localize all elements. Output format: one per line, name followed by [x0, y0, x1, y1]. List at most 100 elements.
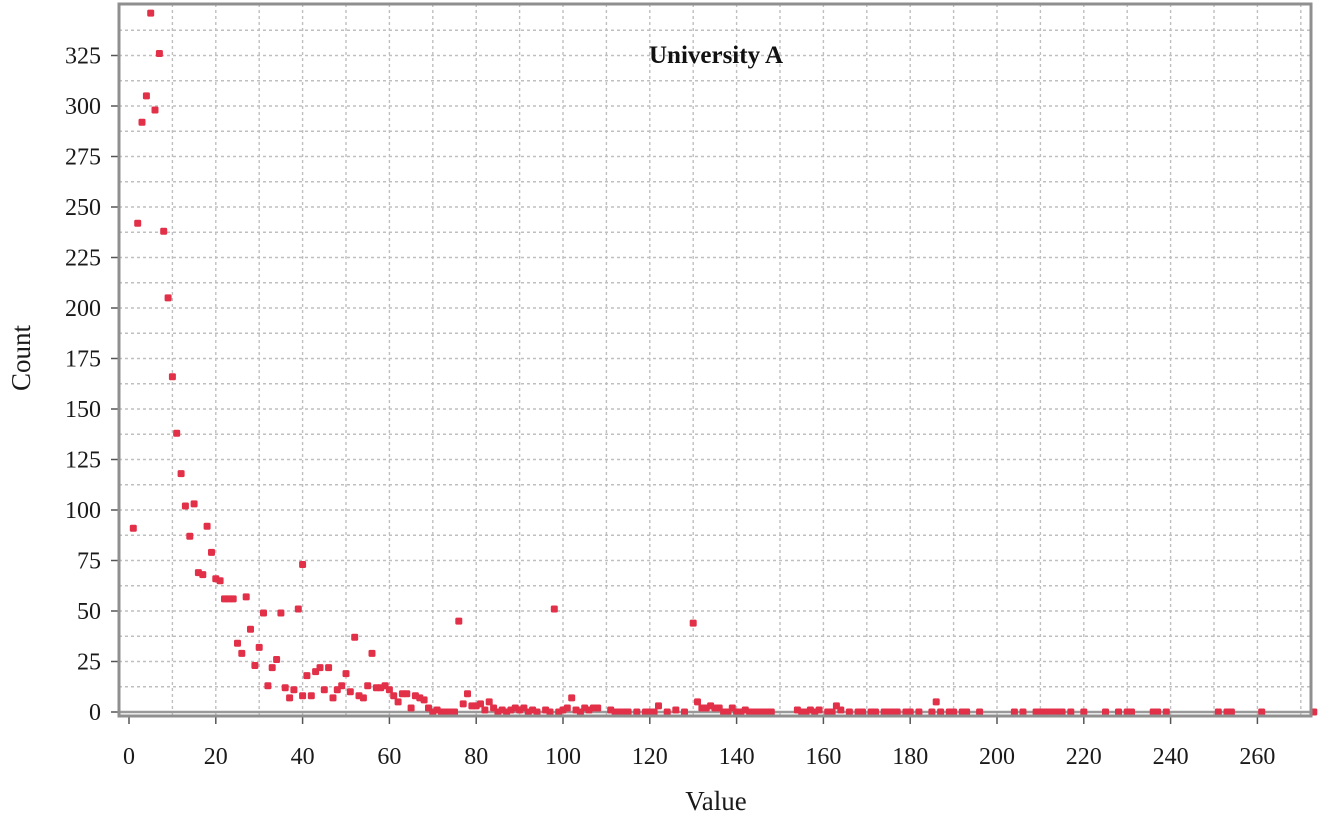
scatter-point — [485, 698, 493, 706]
scatter-point — [403, 690, 411, 698]
x-tick-label: 80 — [464, 744, 488, 770]
scatter-point — [928, 708, 936, 716]
scatter-point — [950, 708, 958, 716]
scatter-point — [550, 605, 558, 613]
x-tick-label: 180 — [892, 744, 928, 770]
scatter-point — [963, 708, 971, 716]
scatter-point — [251, 662, 259, 669]
scatter-point — [294, 605, 302, 613]
scatter-point — [229, 595, 237, 603]
x-tick-label: 200 — [979, 744, 1015, 770]
x-tick-label: 160 — [805, 744, 841, 770]
scatter-point — [129, 524, 137, 532]
x-tick-label: 260 — [1239, 744, 1275, 770]
scatter-point — [815, 706, 823, 714]
scatter-point — [481, 706, 489, 714]
x-axis-title: Value — [685, 786, 746, 816]
scatter-point — [1154, 708, 1162, 716]
x-axis-ticks: 0 20 40 60 80 100 120 140 160 180 200 220 240 260 — [123, 716, 1275, 770]
y-tick-label: 250 — [65, 195, 101, 221]
plot-frame — [117, 2, 1313, 718]
scatter-point — [320, 686, 328, 694]
scatter-point — [976, 708, 984, 716]
scatter-point — [624, 708, 632, 716]
scatter-point — [893, 708, 901, 716]
scatter-point — [307, 692, 315, 700]
scatter-point — [346, 688, 354, 696]
scatter-point — [351, 633, 359, 641]
x-tick-label: 20 — [204, 744, 228, 770]
scatter-point — [177, 470, 185, 478]
scatter-point — [299, 692, 307, 700]
scatter-point — [364, 682, 372, 690]
scatter-point — [1214, 708, 1222, 716]
scatter-point — [859, 708, 866, 716]
scatter-point — [477, 700, 484, 708]
scatter-point — [1227, 708, 1235, 716]
y-tick-label: 225 — [65, 246, 101, 272]
scatter-point — [689, 619, 697, 627]
gridlines — [119, 4, 1311, 716]
y-tick-label: 300 — [65, 94, 101, 120]
scatter-point — [1115, 708, 1122, 716]
x-tick-label: 100 — [545, 744, 581, 770]
scatter-point — [238, 649, 246, 657]
scatter-point — [451, 708, 458, 716]
scatter-point — [186, 532, 194, 540]
scatter-point — [151, 106, 159, 114]
scatter-point — [681, 708, 688, 716]
scatter-point — [325, 664, 333, 672]
scatter-point — [264, 682, 272, 690]
scatter-point — [160, 227, 168, 235]
scatter-point — [385, 686, 393, 694]
scatter-point — [533, 708, 541, 716]
scatter-point — [937, 708, 945, 716]
scatter-point — [932, 698, 940, 706]
y-tick-label: 325 — [65, 44, 101, 70]
scatter-point — [164, 294, 172, 302]
y-tick-label: 50 — [77, 599, 101, 625]
scatter-point — [915, 708, 923, 716]
scatter-point — [342, 670, 350, 678]
scatter-point — [273, 656, 281, 663]
y-axis-title: Count — [6, 324, 36, 391]
scatter-point — [281, 684, 289, 692]
scatter-point — [872, 708, 879, 716]
x-tick-label: 140 — [719, 744, 755, 770]
scatter-point — [208, 548, 215, 556]
scatter-point — [173, 429, 181, 437]
scatter-point — [650, 708, 658, 716]
scatter-point — [1010, 708, 1018, 716]
scatter-point — [1067, 708, 1075, 716]
data-points — [129, 9, 1318, 716]
y-tick-label: 175 — [65, 347, 101, 373]
scatter-point — [1019, 708, 1027, 716]
scatter-point — [290, 686, 298, 694]
x-tick-label: 60 — [377, 744, 401, 770]
scatter-point — [155, 50, 163, 57]
x-tick-label: 120 — [632, 744, 668, 770]
scatter-point — [216, 577, 224, 585]
scatter-point — [1102, 708, 1109, 716]
scatter-point — [546, 708, 554, 716]
scatter-point — [299, 561, 307, 568]
scatter-point — [1080, 708, 1088, 716]
scatter-point — [837, 706, 845, 714]
scatter-point — [1128, 708, 1135, 716]
scatter-point — [694, 698, 701, 706]
x-tick-label: 40 — [291, 744, 315, 770]
scatter-point — [633, 708, 641, 716]
scatter-point — [190, 500, 198, 508]
scatter-point — [420, 696, 428, 704]
scatter-point — [260, 609, 267, 617]
y-tick-label: 200 — [65, 296, 101, 322]
scatter-point — [672, 706, 680, 714]
scatter-point — [199, 571, 207, 579]
scatter-point — [142, 92, 150, 100]
scatter-point — [147, 9, 155, 17]
y-tick-label: 25 — [77, 650, 101, 676]
scatter-point — [138, 118, 146, 126]
y-tick-label: 100 — [65, 498, 101, 524]
scatter-point — [464, 690, 471, 698]
